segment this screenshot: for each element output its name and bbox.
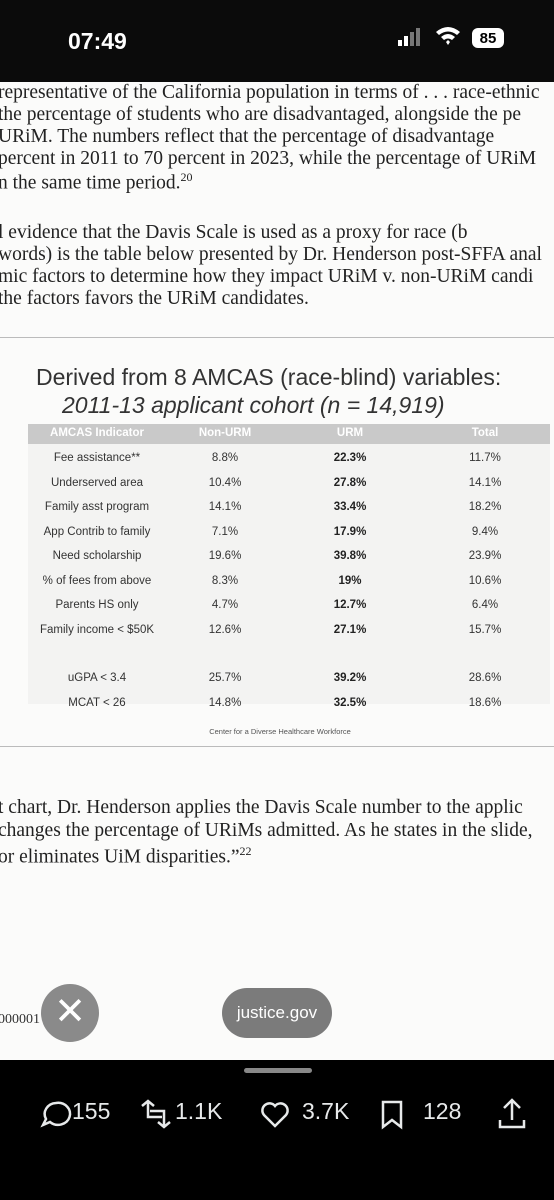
table-cell: 25.7% [208,672,242,684]
column-header: Non-URM [198,427,252,439]
repost-count[interactable]: 1.1K [175,1098,223,1124]
table-cell: 8.3% [211,574,239,587]
table-cell: uGPA < 3.4 [67,672,127,684]
table-cell: 27.8% [333,476,367,489]
table-cell: Family asst program [44,501,150,513]
table-cell: Parents HS only [55,599,139,611]
home-indicator [244,1068,312,1073]
document-image: ✕ justice.gov representative of the Cali… [0,82,554,1060]
table-cell: 10.4% [208,476,242,489]
table-cell: 33.4% [333,501,367,513]
slide-title: Derived from 8 AMCAS (race-blind) variab… [36,364,502,390]
table-cell: Fee assistance** [53,452,141,464]
table-cell: 18.2% [468,501,502,513]
column-header: Total [471,427,499,439]
table-cell: 15.7% [468,623,502,636]
table-cell: 18.6% [468,696,502,709]
table-cell: 17.9% [333,525,367,538]
text-line: percent in 2011 to 70 percent in 2023, w… [0,148,537,169]
close-button[interactable]: ✕ [41,984,99,1042]
text-line: t chart, Dr. Henderson applies the Davis… [0,797,523,818]
table-cell: 14.1% [208,501,242,513]
table-cell: 39.2% [333,672,367,684]
table-cell: App Contrib to family [43,525,151,538]
table-cell: 7.1% [211,525,239,538]
time: 07:49 [68,28,127,54]
table-cell: 39.8% [333,550,367,562]
table-cell: 19.6% [208,550,242,562]
battery: 85 [480,30,497,47]
table-cell: MCAT < 26 [68,696,126,709]
action-bar [0,1060,554,1200]
table-cell: 14.8% [208,696,242,709]
slide-source: Center for a Diverse Healthcare Workforc… [209,727,351,736]
table-cell: 28.6% [468,672,502,684]
text-line: words) is the table below presented by D… [0,244,542,265]
action-icons [40,1098,526,1130]
table-cell: 9.4% [471,525,499,538]
table-cell: Need scholarship [52,550,142,562]
like-count[interactable]: 3.7K [302,1098,350,1124]
table-background [28,424,550,704]
table-cell: 10.6% [468,574,502,587]
table-cell: 27.1% [333,623,367,636]
column-header: URM [336,427,364,439]
footnote-ref: 20 [180,170,193,184]
table-cell: % of fees from above [42,574,152,587]
column-header: AMCAS Indicator [50,427,144,439]
bookmark-count[interactable]: 128 [423,1098,462,1124]
status-icons: 85 [398,27,504,48]
table-cell: Family income < $50K [39,623,155,636]
status-bar: 07:49 85 [0,0,554,82]
text-line: n the same time period.20 [0,170,193,194]
table-cell: 32.5% [333,696,367,709]
text-line: the percentage of students who are disad… [0,104,522,125]
table-cell: 12.7% [333,599,367,611]
table-cell: 8.8% [211,452,239,464]
divider [0,337,554,338]
footnote-ref: 22 [239,844,252,858]
text-line: representative of the California populat… [0,82,540,103]
table-cell: 12.6% [208,623,242,636]
table-cell: 22.3% [333,452,367,464]
text-line: the factors favors the URiM candidates. [0,288,309,309]
table-cell: 6.4% [471,599,499,611]
table-cell: 14.1% [468,476,502,489]
reply-count[interactable]: 155 [72,1098,111,1124]
table-cell: 11.7% [469,452,501,464]
source-pill[interactable]: justice.gov [222,988,332,1038]
text-line: mic factors to determine how they impact… [0,266,534,287]
text-line: or eliminates UiM disparities.”22 [0,844,252,868]
table-cell: 4.7% [211,599,239,611]
slide-subtitle: 2011-13 applicant cohort (n = 14,919) [62,392,445,418]
table-cell: 19% [338,574,362,587]
text-line: changes the percentage of URiMs admitted… [0,820,533,841]
table-header-bar [28,424,550,444]
divider [0,746,554,747]
text-line: URiM. The numbers reflect that the perce… [0,126,495,147]
table-cell: Underserved area [50,476,144,489]
footer-text: 000001 [0,1012,40,1027]
text-line: l evidence that the Davis Scale is used … [0,222,468,243]
table-cell: 23.9% [468,550,502,562]
